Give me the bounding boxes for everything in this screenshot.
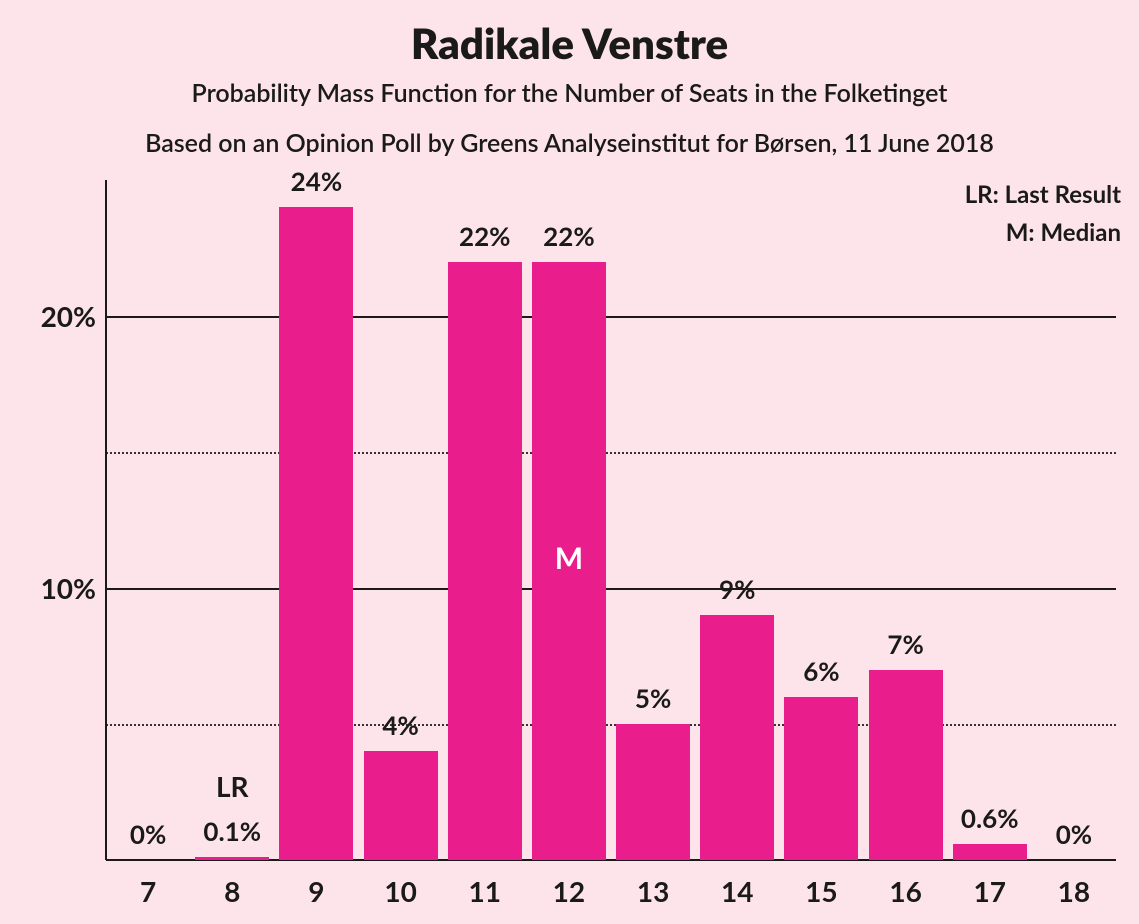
x-tick-label: 9: [308, 874, 324, 908]
bar-value-label: 24%: [291, 165, 342, 197]
bar: [616, 724, 690, 860]
plot-area: 0%70.1%824%94%1022%1122%125%139%146%157%…: [106, 180, 1116, 860]
bar: [364, 751, 438, 860]
annotation-median: M: [555, 540, 583, 576]
x-tick-label: 16: [889, 874, 921, 908]
x-tick-label: 7: [140, 874, 156, 908]
gridline-major: [106, 316, 1116, 318]
x-tick-label: 8: [224, 874, 240, 908]
chart-subtitle-1: Probability Mass Function for the Number…: [0, 78, 1139, 108]
gridline-minor: [106, 724, 1116, 726]
bar-value-label: 0%: [1056, 818, 1092, 850]
bar-value-label: 4%: [382, 709, 418, 741]
y-tick-label: 20%: [10, 299, 96, 333]
bar: [869, 670, 943, 860]
bar: [195, 857, 269, 860]
bar-value-label: 0%: [130, 818, 166, 850]
gridline-major: [106, 588, 1116, 590]
x-tick-label: 14: [721, 874, 753, 908]
x-tick-label: 12: [553, 874, 585, 908]
bar: [953, 844, 1027, 860]
bar: [448, 262, 522, 860]
y-axis-line: [105, 180, 107, 860]
annotation-last-result: LR: [216, 769, 249, 803]
x-tick-label: 13: [637, 874, 669, 908]
bar-value-label: 22%: [543, 220, 594, 252]
x-tick-label: 10: [384, 874, 416, 908]
bar-value-label: 6%: [803, 655, 839, 687]
chart-title: Radikale Venstre: [0, 18, 1139, 68]
bar-value-label: 0.6%: [961, 802, 1019, 834]
x-tick-label: 18: [1058, 874, 1090, 908]
x-tick-label: 11: [469, 874, 501, 908]
bar-value-label: 7%: [887, 628, 923, 660]
x-tick-label: 17: [974, 874, 1006, 908]
gridline-minor: [106, 452, 1116, 454]
bar-value-label: 22%: [459, 220, 510, 252]
y-tick-label: 10%: [10, 571, 96, 605]
bar: [784, 697, 858, 860]
bar: [279, 207, 353, 860]
chart-canvas: Radikale Venstre Probability Mass Functi…: [0, 0, 1139, 924]
chart-subtitle-2: Based on an Opinion Poll by Greens Analy…: [0, 128, 1139, 158]
x-tick-label: 15: [805, 874, 837, 908]
bar-value-label: 9%: [719, 573, 755, 605]
bar: [700, 615, 774, 860]
bar-value-label: 0.1%: [203, 815, 261, 847]
bar-value-label: 5%: [635, 682, 671, 714]
